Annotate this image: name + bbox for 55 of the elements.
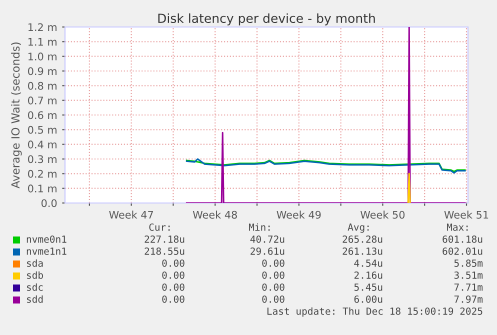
text: 602.01u (442, 247, 482, 255)
text: 261.13u (342, 247, 382, 255)
text: 4.54u (354, 260, 382, 267)
text: Max: (446, 224, 468, 231)
text: Min: (248, 223, 270, 231)
text: 6.00u (354, 295, 382, 303)
text: 7.71m (454, 284, 483, 291)
text: 0.00 (262, 271, 284, 279)
y-tick-label: 0.9 m (28, 67, 56, 76)
text: Avg: (348, 224, 369, 233)
legend-label: sdb (27, 271, 43, 279)
y-tick-label: 1.1 m (28, 38, 56, 46)
y-tick-label: 0.1 m (28, 184, 56, 192)
text: 7.97m (454, 295, 483, 303)
legend-label: nvme1n1 (26, 248, 66, 255)
y-tick-label: 0.2 m (28, 170, 56, 178)
text: 2.16u (354, 271, 382, 279)
y-tick-label: 0.4 m (28, 140, 56, 148)
text: 29.61u (250, 247, 284, 255)
text: 0.00 (162, 271, 184, 279)
y-tick-label: 0.8 m (28, 82, 56, 90)
text: 265.28u (342, 235, 382, 243)
text: 0.00 (162, 283, 184, 291)
y-tick-label: 0.7 m (28, 96, 56, 104)
chart-title: Disk latency per device - by month (158, 13, 375, 26)
text: 3.51m (454, 271, 483, 279)
legend-label: sdd (27, 295, 43, 303)
text: 0.00 (262, 259, 284, 267)
text: 5.85m (454, 259, 483, 267)
x-tick-label: Week 47 (109, 210, 153, 219)
text: Cur: (149, 223, 170, 231)
text: 227.18u (144, 235, 184, 243)
text: 0.00 (262, 283, 284, 291)
text: 0.00 (162, 259, 184, 267)
y-tick-label: 0.5 m (28, 126, 56, 134)
text: 5.45u (354, 284, 382, 291)
x-tick-label: Week 49 (276, 210, 321, 219)
legend-label: sda (27, 259, 43, 267)
text: 601.18u (442, 235, 482, 243)
y-axis-title: Average IO Wait (seconds) (11, 42, 22, 188)
y-tick-label: 0.3 m (28, 155, 56, 164)
text: Last update: Thu Dec 18 15:00:19 2025 (267, 307, 482, 317)
y-tick-label: 1.0 m (28, 52, 56, 60)
legend-label: nvme0n1 (26, 235, 66, 243)
y-tick-label: 0.6 m (28, 111, 56, 120)
y-tick-label: 1.2 m (28, 23, 56, 31)
text: 0.00 (262, 295, 284, 303)
x-tick-label: Week 50 (360, 210, 405, 219)
x-tick-label: Week 51 (444, 210, 488, 219)
y-tick-label: 0.0 (41, 199, 57, 208)
text: 0.00 (162, 295, 184, 303)
x-tick-label: Week 48 (192, 210, 237, 219)
legend-label: sdc (27, 283, 43, 291)
text: 218.55u (144, 247, 184, 255)
text: 40.72u (250, 235, 284, 243)
